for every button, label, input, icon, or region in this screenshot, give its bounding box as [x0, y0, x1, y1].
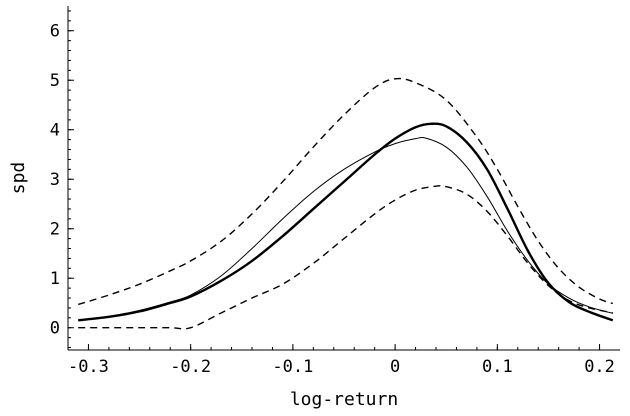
y-ticks: 0 1 2 3 4 5 6	[50, 10, 74, 349]
estimate-line-thick	[78, 122, 614, 322]
x-tick-label: 0.1	[482, 357, 513, 377]
plot-lines	[78, 77, 614, 330]
y-tick-label: 0	[50, 319, 60, 339]
x-tick-label: 0.2	[584, 357, 615, 377]
x-tick-label: -0.3	[68, 357, 109, 377]
confidence-band-line-0	[78, 77, 614, 306]
x-tick-label: -0.1	[272, 357, 313, 377]
y-axis-label: spd	[8, 162, 29, 195]
y-tick-label: 2	[50, 220, 60, 240]
y-tick-label: 5	[50, 71, 60, 91]
y-tick-label: 1	[50, 269, 60, 289]
estimate-line-thin	[78, 136, 613, 321]
x-tick-label: 0	[390, 357, 400, 377]
x-ticks: -0.3 -0.2 -0.1 0 0.1 0.2	[68, 344, 615, 377]
x-axis-label: log-return	[290, 389, 398, 410]
y-tick-label: 4	[50, 121, 60, 141]
confidence-band-line-1	[78, 185, 613, 330]
y-tick-label: 3	[50, 170, 60, 190]
y-tick-label: 6	[50, 22, 60, 42]
x-tick-label: -0.2	[170, 357, 211, 377]
